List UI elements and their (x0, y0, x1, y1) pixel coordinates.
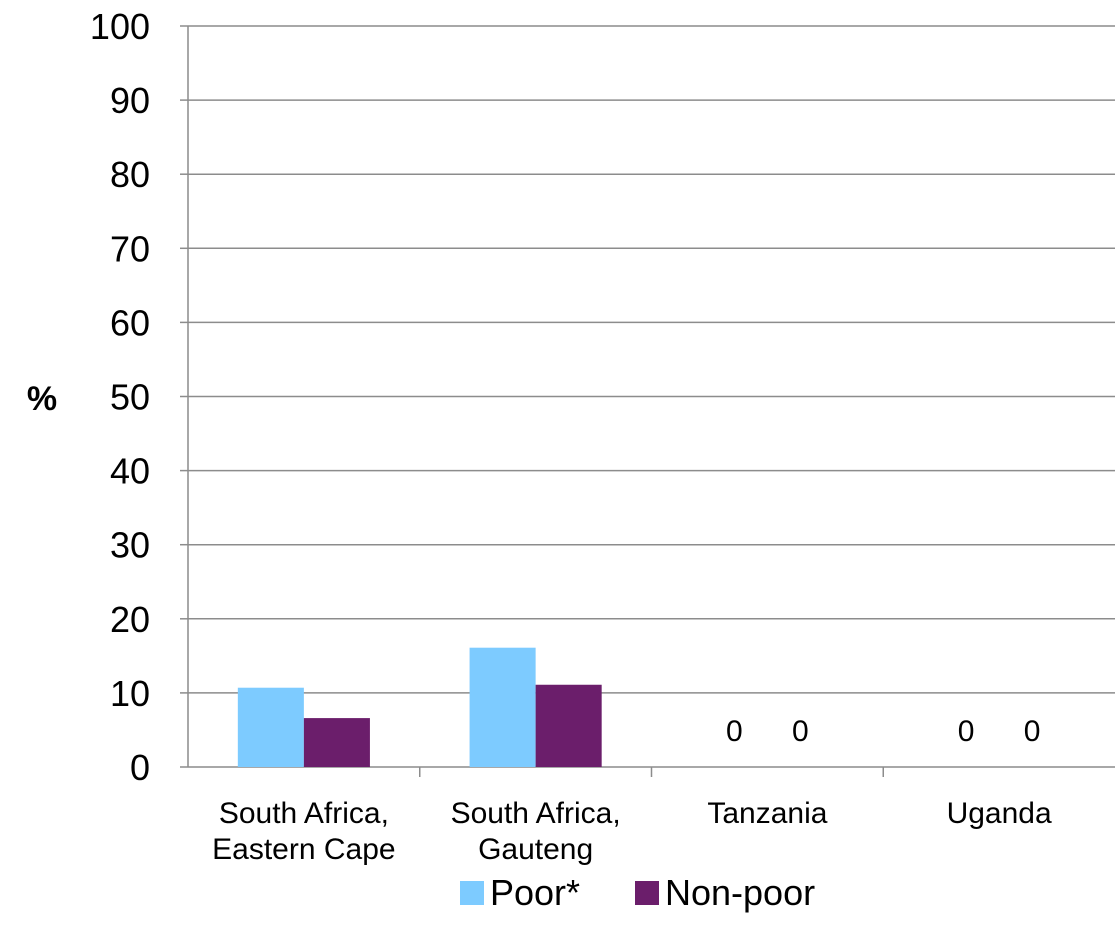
x-category-label-line: South Africa, (219, 797, 389, 830)
x-category-label: Uganda (947, 797, 1052, 830)
y-tick-label: 80 (110, 154, 150, 195)
legend-swatch-poor (460, 881, 484, 905)
y-tick-label: 40 (110, 451, 150, 492)
x-category-label-line: Eastern Cape (212, 833, 395, 866)
x-category-label: South Africa, Eastern Cape (212, 797, 395, 866)
y-axis-label: % (27, 380, 57, 418)
bar-non-poor (535, 684, 602, 767)
data-label: 0 (958, 715, 975, 748)
x-category-label-line: Tanzania (707, 797, 827, 830)
legend-swatch-non-poor (635, 881, 659, 905)
bar-non-poor (303, 718, 370, 767)
y-tick-label: 100 (90, 6, 150, 47)
legend-label-non-poor: Non-poor (665, 872, 815, 913)
bar-poor (237, 687, 304, 767)
y-tick-label: 20 (110, 599, 150, 640)
x-category-label: Tanzania (707, 797, 827, 830)
y-tick-label: 60 (110, 302, 150, 343)
x-category-label-line: Gauteng (478, 833, 593, 866)
y-tick-label: 0 (130, 747, 150, 788)
y-tick-label: 50 (110, 377, 150, 418)
y-tick-label: 10 (110, 673, 150, 714)
legend: Poor* Non-poor (460, 872, 815, 913)
legend-label-poor: Poor* (490, 872, 580, 913)
gridlines (188, 25, 1115, 694)
y-tick-label: 90 (110, 80, 150, 121)
x-category-label: South Africa, Gauteng (451, 797, 621, 866)
y-tick-label: 30 (110, 525, 150, 566)
data-label: 0 (1024, 715, 1041, 748)
y-tick-label: 70 (110, 228, 150, 269)
data-label: 0 (726, 715, 743, 748)
bars (237, 647, 602, 767)
x-category-label-line: South Africa, (451, 797, 621, 830)
bar-poor (469, 647, 536, 767)
x-category-label-line: Uganda (947, 797, 1052, 830)
axes (180, 25, 1115, 777)
data-label: 0 (792, 715, 809, 748)
